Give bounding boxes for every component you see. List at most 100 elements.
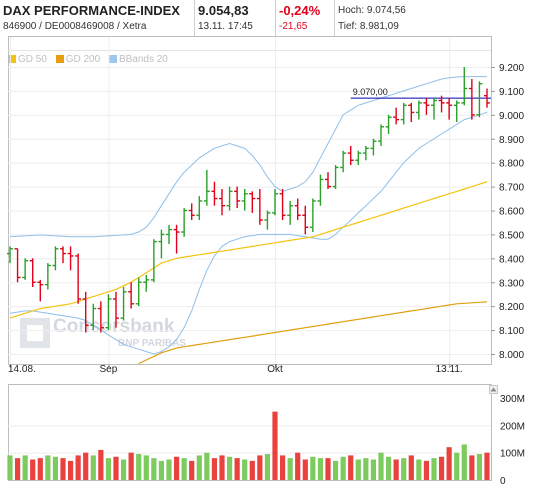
scroll-arrows (489, 385, 498, 394)
ohlc-bar (135, 277, 142, 307)
ohlc-bar (332, 165, 339, 189)
volume-bar (22, 455, 28, 480)
volume-bar (37, 458, 43, 480)
ohlc-bar (309, 198, 316, 233)
volume-bar (461, 444, 467, 480)
y-tick-label: 8.000 (499, 350, 524, 361)
y-tick-label: 8.700 (499, 183, 524, 194)
x-axis-ticks: 14.08. Sep Okt 13.11. (8, 364, 463, 375)
instrument-ids: 846900 / DE0008469008 / Xetra (3, 21, 147, 32)
volume-bar (67, 460, 74, 480)
volume-bar (416, 459, 422, 480)
ohlc-bar (211, 181, 218, 206)
ohlc-bar (468, 78, 475, 120)
volume-bar (113, 456, 119, 480)
volume-bar (45, 455, 51, 480)
ohlc-bar (60, 246, 66, 264)
ohlc-bar (7, 246, 13, 264)
ohlc-bar (378, 124, 384, 146)
volume-bar (151, 458, 157, 480)
annotation-label: 9.070,00 (353, 87, 388, 97)
ohlc-bar (188, 203, 195, 221)
ohlc-bar (362, 145, 369, 161)
y-tick-label: 8.500 (499, 230, 524, 241)
bband-upper-line (9, 76, 487, 238)
ohlc-bar (302, 205, 309, 235)
legend-label-bbands: BBands 20 (118, 54, 168, 65)
bband-lower-line (9, 111, 488, 355)
volume-bar (295, 452, 301, 480)
ohlc-bar (29, 258, 36, 288)
ohlc-bar (181, 208, 188, 237)
ohlc-bar (408, 102, 415, 123)
ohlc-bar (264, 210, 271, 230)
ohlc-bar (431, 98, 437, 120)
volume-bar (431, 458, 437, 480)
y-tick-label: 8.200 (499, 302, 524, 313)
ohlc-bar (355, 150, 362, 166)
day-low: Tief: 8.981,09 (338, 21, 399, 32)
volume-bar (158, 460, 165, 480)
volume-bar (378, 452, 384, 480)
range-cell: Hoch: 9.074,56 Tief: 8.981,09 (335, 0, 455, 36)
ohlc-bar (385, 114, 392, 134)
volume-bar (120, 459, 127, 480)
change-percent: -0,24% (279, 3, 321, 18)
volume-bars (7, 411, 490, 480)
ohlc-bar (166, 224, 172, 244)
legend-label-gd50: GD 50 (18, 54, 47, 65)
volume-bar (423, 460, 430, 480)
ohlc-bar (196, 196, 203, 221)
ohlc-bar (241, 188, 248, 211)
ohlc-bar (143, 275, 150, 292)
volume-bar (90, 455, 96, 480)
change-cell: -0,24% -21,65 (276, 0, 335, 36)
ohlc-bar (173, 224, 180, 254)
volume-bar (52, 456, 59, 480)
quote-datetime: 13.11. 17:45 (198, 21, 253, 32)
volume-bar (446, 447, 452, 480)
ohlc-bar (128, 282, 135, 309)
volume-panel-frame (8, 384, 492, 481)
ohlc-bar (393, 107, 400, 125)
volume-bar (242, 459, 248, 480)
x-tick-label: 13.11. (436, 364, 463, 375)
ohlc-bar (75, 253, 82, 304)
ohlc-bar (279, 188, 286, 221)
legend-swatch-gd50 (8, 55, 16, 63)
volume-bar (166, 459, 172, 480)
ohlc-bar (438, 95, 445, 113)
x-tick-label: Okt (267, 364, 283, 375)
instrument-name: DAX PERFORMANCE-INDEX (3, 3, 180, 18)
chart-frames (8, 36, 492, 481)
volume-bar (385, 456, 392, 480)
volume-bar (401, 458, 407, 480)
volume-bar (98, 449, 104, 480)
ohlc-bar (317, 174, 324, 206)
watermark-logo-icon (20, 318, 50, 348)
ohlc-bar (272, 188, 278, 216)
ohlc-bar (423, 98, 430, 115)
volume-bar (348, 455, 354, 480)
volume-bar (7, 455, 13, 480)
change-absolute: -21,65 (279, 21, 308, 32)
ohlc-bar (97, 301, 104, 333)
price-panel-frame (8, 36, 492, 365)
ohlc-bar (203, 169, 210, 206)
y-tick-label: 8.100 (499, 326, 524, 337)
volume-bar (30, 459, 36, 480)
ohlc-bar (347, 145, 354, 166)
ohlc-bar (294, 198, 301, 221)
ohlc-bar (256, 188, 263, 225)
watermark-sub: BNP PARIBAS (118, 338, 186, 349)
ohlc-bar (37, 279, 44, 302)
quote-header: DAX PERFORMANCE-INDEX 846900 / DE0008469… (0, 0, 538, 36)
volume-bar (287, 458, 293, 480)
volume-bar (325, 458, 331, 480)
volume-bar (249, 460, 255, 480)
y-tick-label: 8.400 (499, 254, 524, 265)
ohlc-bar (340, 150, 347, 173)
volume-bar (363, 458, 369, 480)
volume-bar (105, 458, 112, 480)
volume-bar (219, 455, 225, 480)
